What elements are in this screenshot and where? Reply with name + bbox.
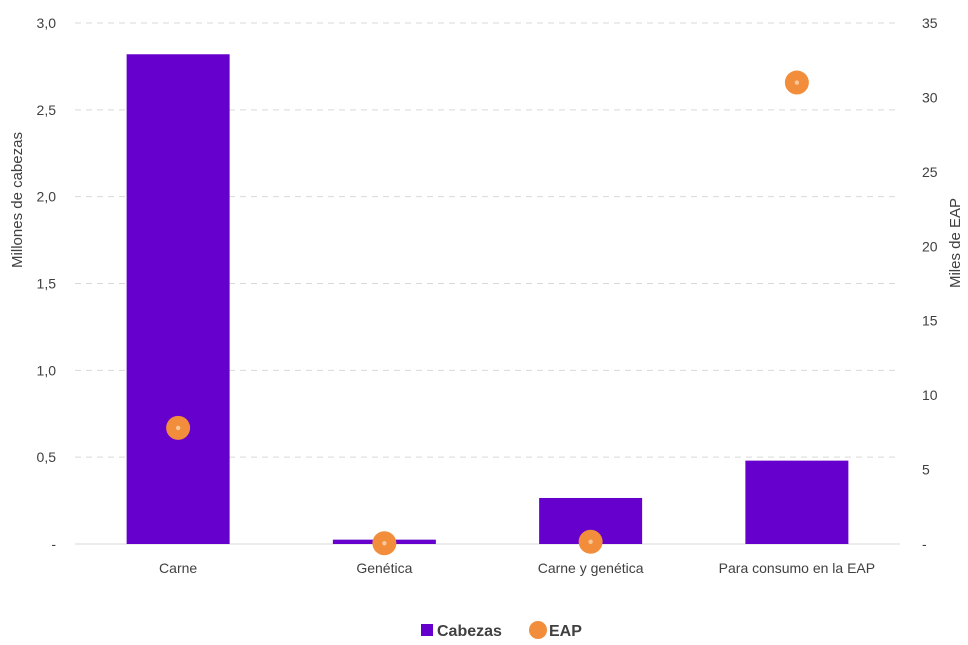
- point-eap-center: [588, 539, 593, 544]
- right-axis-tick-label: -: [922, 536, 927, 552]
- right-axis-tick-label: 30: [922, 89, 938, 105]
- left-axis-tick-label: 0,5: [37, 449, 57, 465]
- category-label: Para consumo en la EAP: [719, 560, 875, 576]
- bar-cabezas: [126, 54, 230, 544]
- left-axis-title: Millones de cabezas: [9, 132, 26, 268]
- left-axis-tick-label: 2,5: [37, 102, 57, 118]
- right-axis-ticks: - 5 10 15 20 25 30 35: [922, 15, 938, 552]
- legend: Cabezas EAP: [421, 621, 582, 640]
- legend-swatch-eap: [529, 621, 547, 639]
- left-axis-tick-label: 2,0: [37, 189, 57, 205]
- left-axis-tick-label: 1,5: [37, 276, 57, 292]
- point-eap-center: [794, 80, 800, 85]
- points-layer: [166, 70, 809, 556]
- bar-cabezas: [745, 460, 849, 544]
- right-axis-tick-label: 10: [922, 387, 938, 403]
- category-label: Genética: [356, 560, 412, 576]
- left-axis-tick-label: -: [51, 536, 56, 552]
- left-axis-ticks: - 0,5 1,0 1,5 2,0 2,5 3,0: [37, 15, 57, 552]
- right-axis-tick-label: 35: [922, 15, 938, 31]
- point-eap-center: [175, 425, 181, 431]
- legend-label-eap: EAP: [549, 623, 582, 640]
- right-axis-title: Miles de EAP: [947, 198, 964, 288]
- bars-layer: [126, 54, 849, 544]
- right-axis-tick-label: 5: [922, 462, 930, 478]
- point-eap-center: [382, 541, 387, 546]
- legend-label-cabezas: Cabezas: [437, 623, 502, 640]
- right-axis-tick-label: 25: [922, 164, 938, 180]
- right-axis-tick-label: 20: [922, 238, 938, 254]
- right-axis-tick-label: 15: [922, 313, 938, 329]
- left-axis-tick-label: 3,0: [37, 15, 57, 31]
- legend-swatch-cabezas: [421, 624, 433, 636]
- category-label: Carne: [159, 560, 197, 576]
- category-axis-ticks: Carne Genética Carne y genética Para consum…: [159, 560, 875, 576]
- category-label: Carne y genética: [538, 560, 644, 576]
- left-axis-tick-label: 1,0: [37, 362, 57, 378]
